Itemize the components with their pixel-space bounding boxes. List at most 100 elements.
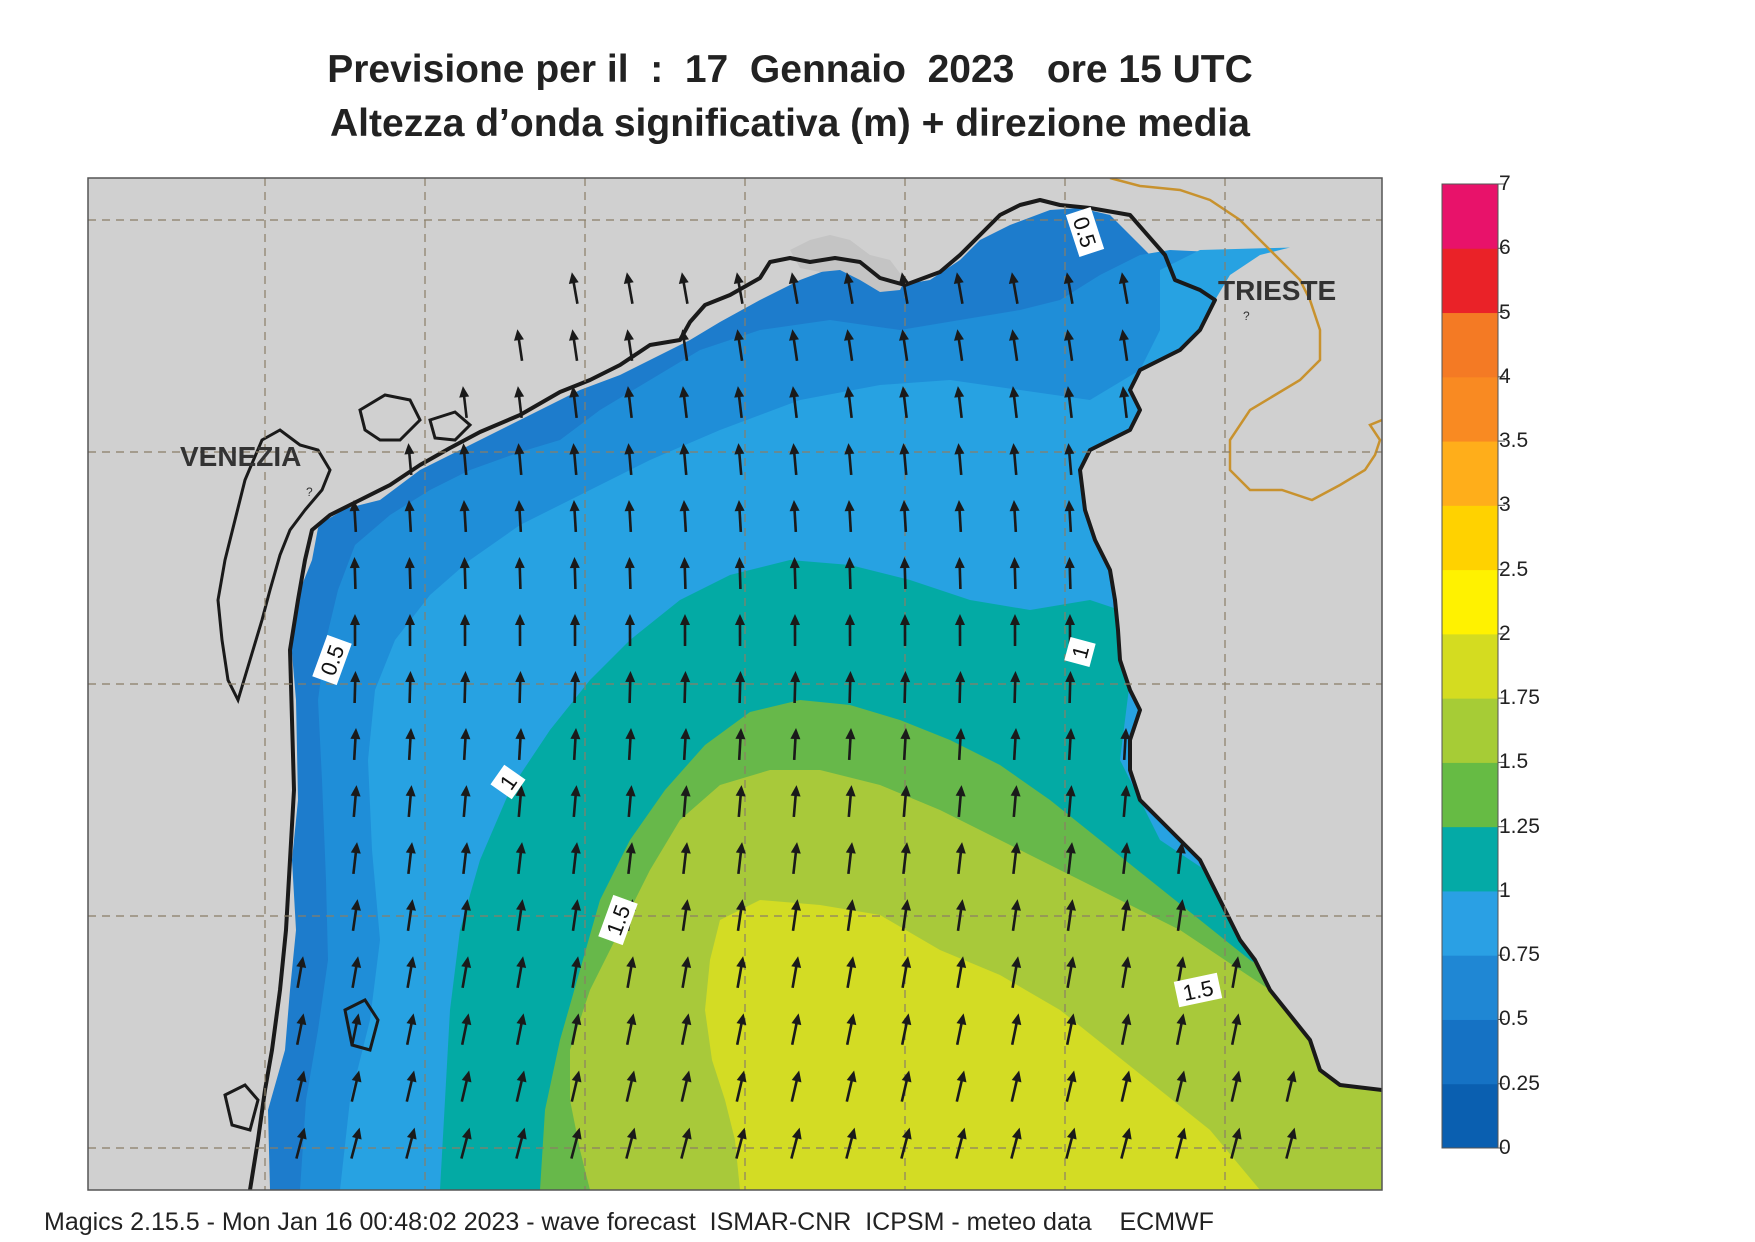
direction-arrow-head [681,1070,692,1083]
direction-arrow-head [734,614,745,626]
direction-arrow-head [1066,1070,1077,1083]
adriatic-islands-outline [358,393,473,442]
direction-arrow-head [296,1070,307,1083]
contour-label-15-center: 1.5 [598,894,638,946]
direction-arrow-head [955,728,966,740]
direction-arrow-head [1176,1070,1187,1083]
direction-arrow-head [1065,671,1076,683]
direction-arrow-head [789,614,800,626]
direction-arrow-head [734,500,745,512]
direction-arrow-head [350,728,361,740]
contour-label-15-east: 1.5 [1173,972,1223,1008]
direction-arrow-head [460,671,471,683]
direction-arrow-head [296,1013,307,1026]
land-sw-corner [88,1090,258,1190]
direction-arrow-head [901,1013,912,1026]
direction-arrow-head [1119,386,1130,398]
direction-arrow-head [900,785,911,797]
direction-arrow-head [844,386,855,398]
graticule [88,178,1382,1190]
direction-arrow-head [571,956,582,968]
direction-arrow-head [1121,956,1132,968]
direction-arrow-head [789,386,800,398]
direction-arrow-head [459,500,470,512]
direction-arrow-head [461,956,472,968]
coastline [248,198,1382,1190]
direction-arrow-head [296,956,307,968]
direction-arrow-head [350,785,361,797]
direction-arrow-head [681,1013,692,1026]
direction-arrow-head [898,272,909,284]
direction-arrow-head [956,956,967,968]
colorbar-swatch [1442,441,1498,506]
direction-arrow-head [406,1127,417,1140]
direction-arrow-head [1064,614,1075,626]
direction-arrow-head [1066,1013,1077,1026]
direction-arrow-head [569,386,580,398]
map-area: 0.5 0.5 1 1 1.5 1.5 VENEZIA ? TRIESTE ? [88,178,1382,1190]
direction-arrow-head [624,386,635,398]
direction-arrow-head [1120,785,1131,797]
direction-arrow-head [1119,329,1129,341]
direction-arrow-head [1009,443,1020,455]
direction-arrow-head [956,1127,967,1140]
direction-arrow-head [1010,728,1021,740]
direction-arrow-head [733,272,744,284]
direction-arrow-head [1175,842,1186,854]
contour-label-1-west: 1 [490,764,526,800]
direction-arrow-head [1176,899,1186,911]
direction-arrow-head [844,557,855,569]
direction-arrow-head [516,899,526,911]
direction-arrow-head [626,1013,637,1026]
colorbar-tick-label: 2.5 [1499,557,1529,581]
land-north-coast [88,178,1382,1190]
direction-arrow-head [1066,1127,1077,1140]
direction-arrow-head [735,785,746,797]
direction-arrow-head [1010,671,1021,683]
direction-arrow-head [405,728,416,740]
contour-label-1-east: 1 [1064,637,1096,667]
direction-arrow-head [624,329,634,341]
colorbar-tick-label: 1.25 [1499,814,1540,838]
direction-arrow-head [406,956,417,968]
national-border [1109,178,1382,502]
direction-arrow-head [844,614,855,626]
direction-arrow-head [791,899,801,911]
direction-arrow-head [954,557,965,569]
colorbar-swatch [1442,1083,1498,1149]
direction-arrow-head [846,956,857,968]
direction-arrow-head [460,785,471,797]
direction-arrow-head [1011,1013,1022,1026]
colorbar-tick-label: 0.5 [1499,1007,1529,1031]
direction-arrow-head [516,956,527,968]
direction-arrow-head [1121,1127,1132,1140]
direction-arrow-head [679,443,690,455]
direction-arrow-head [790,728,801,740]
direction-arrow-head [789,500,800,512]
direction-arrow-head [515,785,526,797]
direction-arrow-head [569,614,580,626]
colorbar [1442,183,1505,1149]
direction-arrow-head [1011,956,1022,968]
direction-arrow-head [845,728,856,740]
direction-arrow-head [569,329,579,341]
direction-arrow-head [735,728,746,740]
direction-arrow-head [901,1127,912,1140]
direction-arrow-head [844,329,854,341]
direction-arrow-head [899,557,910,569]
colorbar-frame [1441,183,1499,1149]
direction-arrow-head [680,728,691,740]
direction-arrow-head [900,728,911,740]
colorbar-swatch [1442,633,1498,699]
direction-arrow-head [459,386,470,398]
direction-arrow-head [789,329,799,341]
direction-arrow-head [844,500,855,512]
direction-arrow-head [406,1013,417,1026]
direction-arrow-head [955,785,966,797]
direction-arrow-head [954,329,964,341]
direction-arrow-head [405,671,416,683]
direction-arrow-head [954,386,965,398]
direction-arrow-head [899,443,910,455]
direction-arrow-head [459,443,470,455]
direction-arrow-head [296,1127,307,1140]
